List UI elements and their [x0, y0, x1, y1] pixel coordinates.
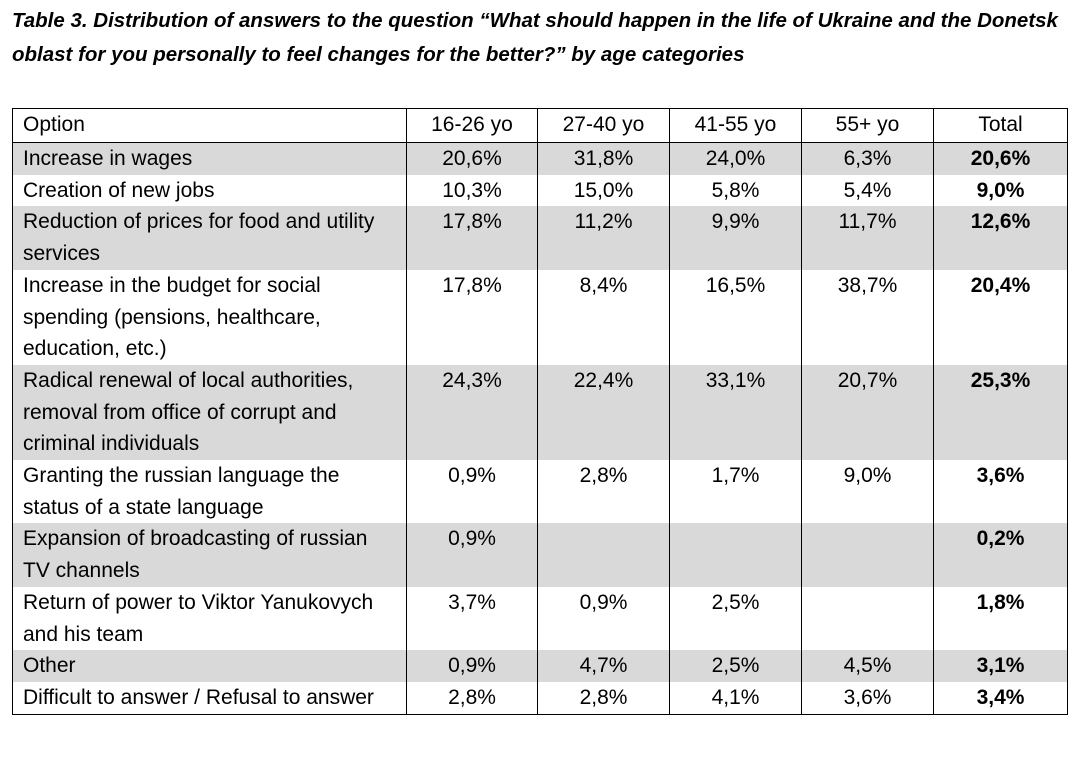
cell-27-40: 15,0% — [537, 174, 670, 207]
cell-total: 3,4% — [933, 681, 1068, 715]
cell-41-55 — [669, 523, 802, 587]
cell-55-plus: 11,7% — [801, 206, 934, 270]
cell-55-plus: 6,3% — [801, 142, 934, 175]
cell-total: 3,6% — [933, 460, 1068, 524]
cell-16-26: 20,6% — [406, 142, 538, 175]
table-row: Difficult to answer / Refusal to answer 2… — [13, 681, 1068, 715]
table-row: Increase in wages 20,6% 31,8% 24,0% 6,3% 20,6… — [12, 142, 1068, 175]
cell-41-55: 16,5% — [669, 269, 802, 365]
cell-total: 9,0% — [933, 174, 1068, 207]
cell-55-plus: 20,7% — [801, 364, 934, 461]
cell-total: 20,6% — [933, 142, 1068, 175]
cell-total: 0,2% — [933, 523, 1068, 587]
cell-27-40: 0,9% — [537, 586, 670, 651]
cell-option: Return of power to Viktor Yanukovych and… — [23, 590, 374, 646]
header-41-55: 41-55 yo — [669, 108, 802, 143]
cell-27-40: 4,7% — [537, 650, 670, 682]
cell-41-55: 33,1% — [669, 364, 802, 461]
cell-16-26: 3,7% — [406, 586, 538, 651]
table-row: Creation of new jobs 10,3% 15,0% 5,8% 5,4% 9,… — [13, 174, 1068, 207]
header-16-26: 16-26 yo — [406, 108, 538, 143]
cell-55-plus: 3,6% — [801, 681, 934, 715]
cell-55-plus — [801, 523, 934, 587]
cell-option: Radical renewal of local authorities, re… — [12, 364, 407, 461]
header-55-plus: 55+ yo — [801, 108, 934, 143]
cell-27-40: 22,4% — [537, 364, 670, 461]
cell-option: Increase in wages — [12, 142, 407, 175]
table-row: Expansion of broadcasting of russian TV … — [12, 523, 1068, 587]
cell-41-55: 24,0% — [669, 142, 802, 175]
cell-16-26: 0,9% — [406, 460, 538, 524]
cell-16-26: 24,3% — [406, 364, 538, 461]
header-row: Option 16-26 yo 27-40 yo 41-55 yo 55+ yo… — [12, 108, 1068, 143]
cell-16-26: 17,8% — [406, 269, 538, 365]
cell-55-plus: 9,0% — [801, 460, 934, 524]
cell-total: 1,8% — [933, 586, 1068, 651]
answers-table: Option 16-26 yo 27-40 yo 41-55 yo 55+ yo… — [12, 108, 1068, 715]
cell-option: Expansion of broadcasting of russian TV … — [12, 523, 407, 587]
cell-option: Other — [12, 650, 407, 682]
cell-total: 25,3% — [933, 364, 1068, 461]
cell-41-55: 4,1% — [669, 681, 802, 715]
cell-option: Granting the russian language the status… — [23, 464, 340, 519]
cell-total: 3,1% — [933, 650, 1068, 682]
header-total: Total — [933, 108, 1068, 143]
cell-16-26: 2,8% — [406, 681, 538, 715]
cell-option: Difficult to answer / Refusal to answer — [23, 685, 374, 709]
cell-16-26: 10,3% — [406, 174, 538, 207]
cell-option: Reduction of prices for food and utility… — [12, 206, 407, 270]
cell-41-55: 2,5% — [669, 586, 802, 651]
table-caption: Table 3. Distribution of answers to the … — [12, 9, 1058, 66]
table-row: Increase in the budget for social spendi… — [13, 269, 1068, 365]
table-row: Return of power to Viktor Yanukovych and… — [13, 586, 1068, 651]
cell-16-26: 0,9% — [406, 523, 538, 587]
table-row: Reduction of prices for food and utility… — [12, 206, 1068, 270]
cell-55-plus: 38,7% — [801, 269, 934, 365]
cell-27-40: 31,8% — [537, 142, 670, 175]
cell-option: Increase in the budget for social spendi… — [23, 273, 321, 361]
cell-27-40: 11,2% — [537, 206, 670, 270]
table-row: Granting the russian language the status… — [13, 460, 1068, 524]
cell-55-plus: 4,5% — [801, 650, 934, 682]
cell-27-40 — [537, 523, 670, 587]
table-row: Other 0,9% 4,7% 2,5% 4,5% 3,1% — [12, 650, 1068, 682]
cell-55-plus: 5,4% — [801, 174, 934, 207]
table-row: Radical renewal of local authorities, re… — [12, 364, 1068, 461]
cell-41-55: 2,5% — [669, 650, 802, 682]
cell-41-55: 5,8% — [669, 174, 802, 207]
cell-41-55: 1,7% — [669, 460, 802, 524]
cell-41-55: 9,9% — [669, 206, 802, 270]
cell-27-40: 2,8% — [537, 681, 670, 715]
cell-27-40: 2,8% — [537, 460, 670, 524]
cell-55-plus — [801, 586, 934, 651]
cell-16-26: 0,9% — [406, 650, 538, 682]
cell-option: Creation of new jobs — [23, 178, 215, 202]
cell-27-40: 8,4% — [537, 269, 670, 365]
cell-16-26: 17,8% — [406, 206, 538, 270]
header-option: Option — [12, 108, 407, 143]
cell-total: 20,4% — [933, 269, 1068, 365]
header-27-40: 27-40 yo — [537, 108, 670, 143]
cell-total: 12,6% — [933, 206, 1068, 270]
table-body: Increase in wages 20,6% 31,8% 24,0% 6,3% 20,6… — [12, 142, 1068, 715]
